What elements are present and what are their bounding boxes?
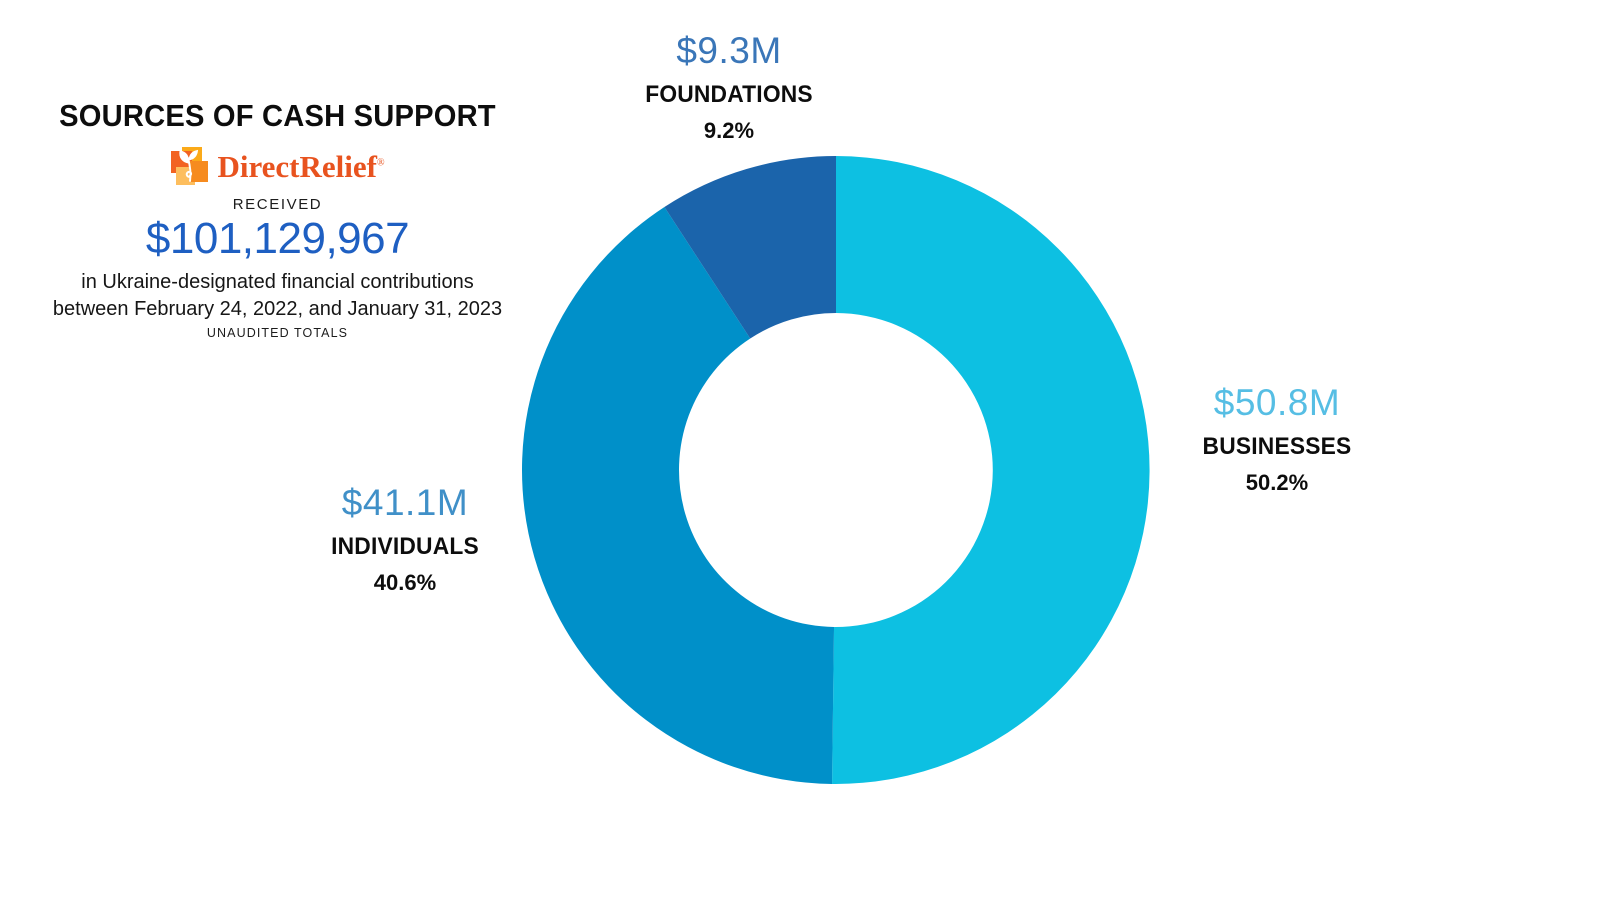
businesses-amount: $50.8M — [1213, 382, 1341, 423]
received-label: RECEIVED — [232, 196, 323, 213]
page-title: SOURCES OF CASH SUPPORT — [59, 98, 496, 133]
individuals-label: INDIVIDUALS — [331, 532, 479, 560]
donut-slice-foundations — [664, 156, 836, 339]
foundations-amount: $9.3M — [676, 30, 782, 71]
businesses-percent: 50.2% — [1245, 469, 1309, 495]
businesses-label: BUSINESSES — [1202, 432, 1352, 460]
individuals-amount: $41.1M — [341, 482, 469, 523]
direct-relief-logo-icon — [171, 147, 209, 185]
sprout-glyph — [179, 149, 199, 182]
info-panel: SOURCES OF CASH SUPPORT DirectRelief® RE… — [40, 98, 515, 340]
donut-slice-businesses — [832, 156, 1150, 784]
total-amount: $101,129,967 — [145, 214, 410, 263]
direct-relief-logo: DirectRelief® — [40, 145, 515, 187]
trademark-symbol: ® — [376, 157, 385, 169]
callout-individuals: $41.1M INDIVIDUALS 40.6% — [327, 482, 483, 596]
foundations-label: FOUNDATIONS — [645, 80, 813, 108]
brand-word-direct: Direct — [217, 148, 300, 184]
donut-slice-individuals — [521, 207, 835, 784]
description: in Ukraine-designated financial contribu… — [40, 269, 515, 322]
unaudited-footnote: UNAUDITED TOTALS — [206, 325, 349, 340]
description-line-1: in Ukraine-designated financial contribu… — [81, 271, 474, 294]
individuals-percent: 40.6% — [373, 569, 437, 595]
brand-word-relief: Relief — [299, 148, 377, 184]
callout-foundations: $9.3M FOUNDATIONS 9.2% — [641, 30, 817, 144]
direct-relief-wordmark: DirectRelief® — [217, 151, 384, 182]
foundations-percent: 9.2% — [703, 117, 755, 143]
description-line-2: between February 24, 2022, and January 3… — [52, 297, 503, 320]
callout-businesses: $50.8M BUSINESSES 50.2% — [1199, 382, 1356, 496]
